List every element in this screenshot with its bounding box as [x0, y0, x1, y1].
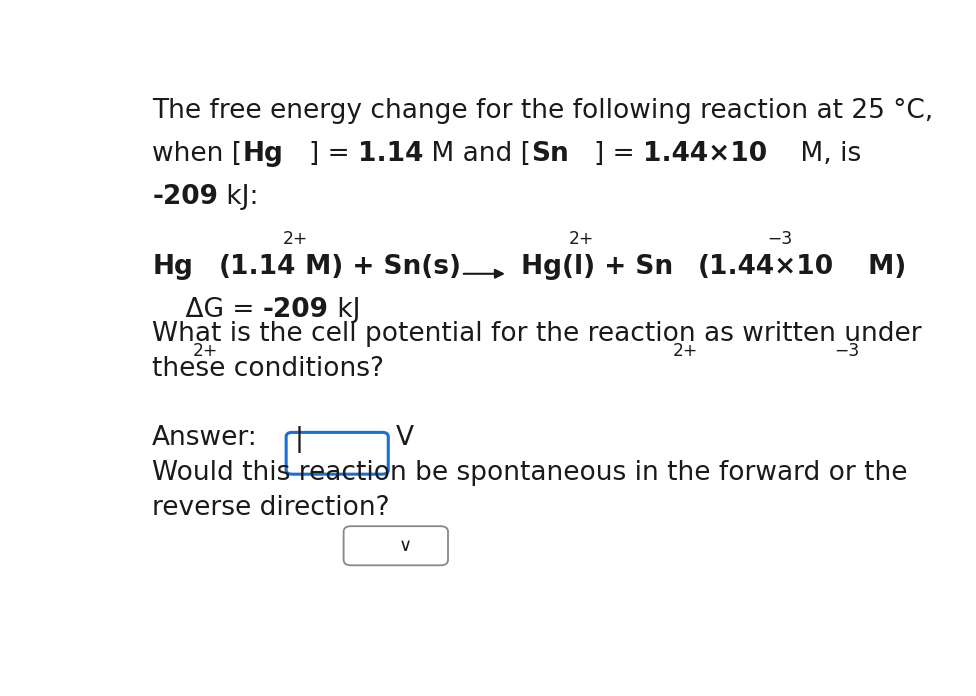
Text: ΔG =: ΔG = [152, 296, 263, 323]
FancyBboxPatch shape [344, 526, 448, 565]
Text: M and [: M and [ [423, 141, 531, 167]
Text: -209: -209 [263, 296, 329, 323]
Text: −3: −3 [767, 230, 793, 248]
Text: (1.14: (1.14 [219, 254, 296, 280]
Text: Hg: Hg [152, 254, 193, 280]
Text: 1.14: 1.14 [357, 141, 423, 167]
Text: ] =: ] = [308, 141, 357, 167]
Text: 2+: 2+ [283, 230, 308, 248]
Text: 2+: 2+ [568, 230, 593, 248]
Text: Answer:: Answer: [152, 425, 258, 451]
Text: M) + Sn(s): M) + Sn(s) [296, 254, 461, 280]
Text: 2+: 2+ [193, 342, 219, 361]
Text: 1.44×10: 1.44×10 [643, 141, 767, 167]
Text: The free energy change for the following reaction at 25 °C,: The free energy change for the following… [152, 98, 933, 125]
FancyBboxPatch shape [286, 432, 388, 474]
Text: 2+: 2+ [672, 342, 698, 361]
Text: kJ:: kJ: [219, 184, 259, 210]
Text: M): M) [860, 254, 907, 280]
Text: ∨: ∨ [399, 537, 412, 555]
Text: Sn: Sn [531, 141, 568, 167]
Text: when [: when [ [152, 141, 242, 167]
Text: -209: -209 [152, 184, 219, 210]
Text: What is the cell potential for the reaction as written under
these conditions?: What is the cell potential for the react… [152, 321, 922, 381]
Text: |: | [295, 427, 304, 453]
Text: Hg: Hg [242, 141, 283, 167]
Text: M, is: M, is [793, 141, 862, 167]
Text: −3: −3 [834, 342, 860, 361]
Text: kJ: kJ [329, 296, 360, 323]
Text: Hg(l) + Sn: Hg(l) + Sn [511, 254, 672, 280]
Text: V: V [396, 425, 414, 451]
Text: ] =: ] = [593, 141, 643, 167]
Text: (1.44×10: (1.44×10 [698, 254, 834, 280]
Text: Would this reaction be spontaneous in the forward or the
reverse direction?: Would this reaction be spontaneous in th… [152, 460, 908, 521]
